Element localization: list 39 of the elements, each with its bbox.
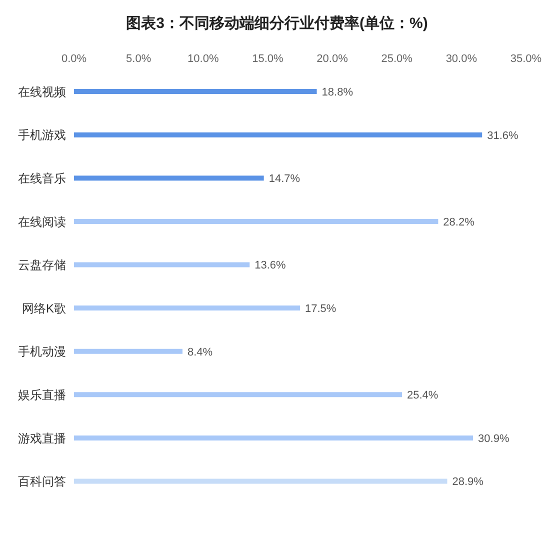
chart-title: 图表3：不同移动端细分行业付费率(单位：%) bbox=[125, 14, 429, 34]
bar bbox=[74, 218, 438, 224]
data-label: 8.4% bbox=[187, 346, 213, 358]
x-tick-label: 0.0% bbox=[61, 53, 87, 65]
data-label: 28.2% bbox=[443, 216, 475, 228]
data-label: 18.8% bbox=[322, 86, 354, 98]
y-tick-label: 网络K歌 bbox=[22, 301, 66, 316]
y-tick-label: 在线阅读 bbox=[18, 214, 66, 229]
data-label: 31.6% bbox=[487, 130, 518, 142]
x-tick-label: 30.0% bbox=[446, 53, 478, 65]
bar bbox=[74, 348, 182, 354]
y-tick-label: 手机游戏 bbox=[18, 128, 66, 142]
x-tick-label: 25.0% bbox=[381, 53, 413, 65]
y-tick-label: 云盘存储 bbox=[18, 258, 66, 272]
y-tick-label: 百科问答 bbox=[18, 474, 66, 489]
y-tick-label: 手机动漫 bbox=[18, 344, 66, 359]
bar bbox=[74, 306, 300, 311]
data-label: 17.5% bbox=[305, 302, 336, 315]
bar bbox=[74, 478, 448, 484]
bar bbox=[74, 89, 317, 94]
bar bbox=[74, 262, 250, 268]
bar bbox=[74, 132, 482, 138]
x-tick-label: 15.0% bbox=[252, 53, 284, 65]
y-tick-label: 在线视频 bbox=[18, 84, 66, 99]
data-label: 13.6% bbox=[254, 260, 286, 272]
x-tick-label: 35.0% bbox=[510, 53, 542, 65]
y-tick-label: 游戏直播 bbox=[18, 431, 66, 446]
y-tick-label: 娱乐直播 bbox=[18, 388, 66, 402]
data-label: 28.9% bbox=[452, 476, 484, 488]
data-label: 30.9% bbox=[478, 432, 510, 445]
data-label: 25.4% bbox=[407, 390, 438, 402]
data-label: 14.7% bbox=[268, 173, 300, 186]
bar bbox=[74, 435, 474, 440]
bar bbox=[74, 392, 402, 398]
x-tick-label: 5.0% bbox=[126, 53, 152, 65]
bar bbox=[74, 176, 264, 181]
x-tick-label: 20.0% bbox=[316, 53, 348, 65]
y-tick-label: 在线音乐 bbox=[18, 172, 66, 186]
x-tick-label: 10.0% bbox=[188, 53, 219, 65]
